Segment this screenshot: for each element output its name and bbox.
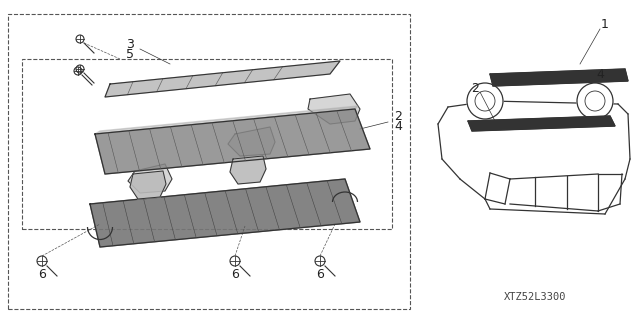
Bar <box>22 59 392 229</box>
Polygon shape <box>128 164 172 193</box>
Text: 4: 4 <box>394 121 402 133</box>
Polygon shape <box>130 171 166 199</box>
Bar <box>8 14 410 309</box>
Polygon shape <box>490 69 628 86</box>
Text: 2: 2 <box>471 83 479 95</box>
Text: 5: 5 <box>126 48 134 61</box>
Text: XTZ52L3300: XTZ52L3300 <box>504 292 566 302</box>
Polygon shape <box>308 94 360 124</box>
Polygon shape <box>95 106 358 134</box>
Polygon shape <box>230 156 266 184</box>
Text: 6: 6 <box>38 268 46 280</box>
Polygon shape <box>228 127 275 156</box>
Text: 3: 3 <box>126 38 134 50</box>
Text: 6: 6 <box>316 268 324 280</box>
Polygon shape <box>468 116 615 131</box>
Circle shape <box>577 83 613 119</box>
Text: 4: 4 <box>596 68 604 80</box>
Polygon shape <box>95 109 370 174</box>
Text: 6: 6 <box>231 268 239 280</box>
Polygon shape <box>105 61 340 97</box>
Text: 1: 1 <box>601 18 609 31</box>
Text: 2: 2 <box>394 110 402 123</box>
Polygon shape <box>90 179 360 247</box>
Circle shape <box>467 83 503 119</box>
